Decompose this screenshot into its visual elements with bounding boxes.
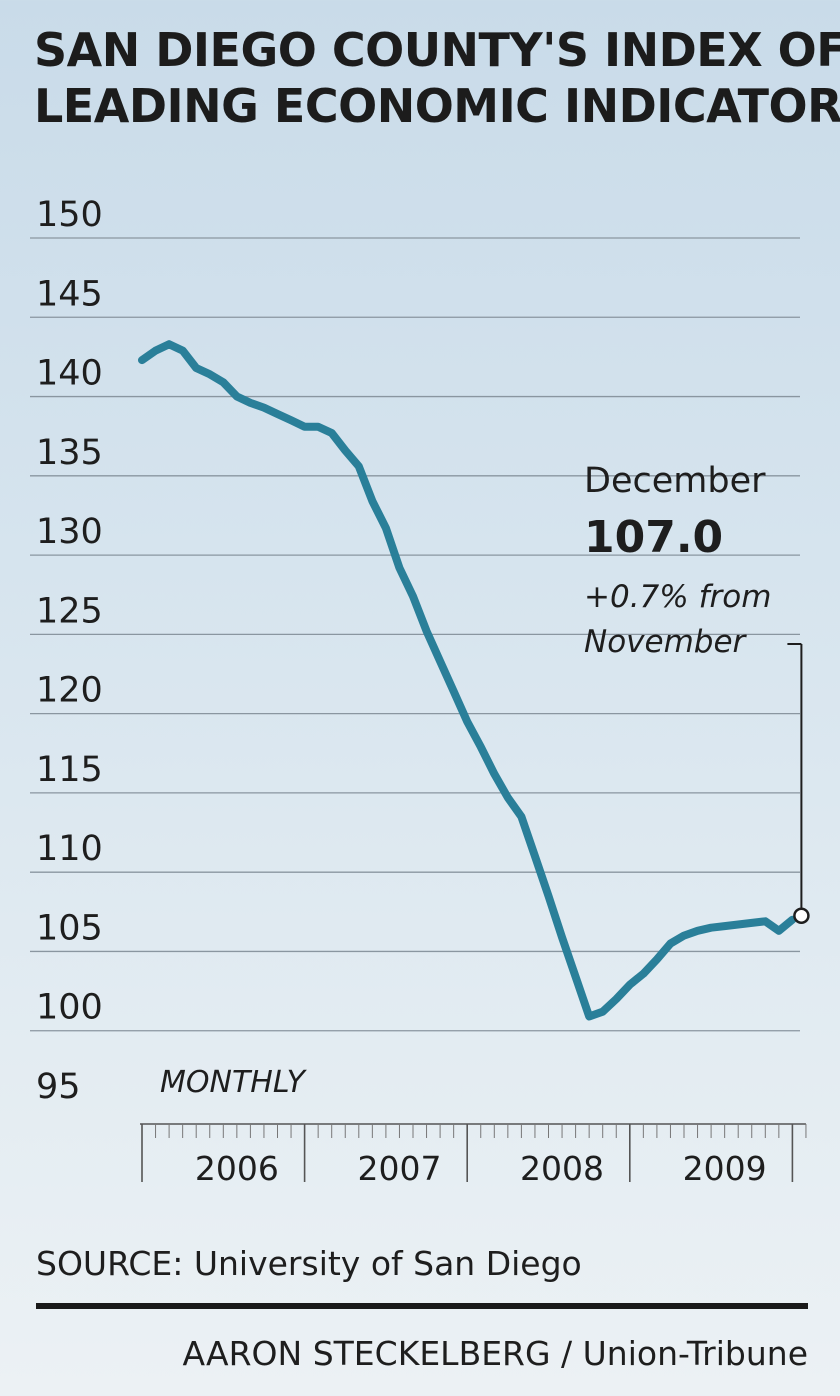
y-tick-label: 110 [36, 829, 103, 869]
x-tick-label: 2006 [195, 1149, 279, 1188]
y-tick-label: 140 [36, 354, 103, 394]
title-line-2: LEADING ECONOMIC INDICATORS [34, 79, 840, 133]
gridlines [30, 237, 800, 1032]
latest-value-marker [793, 907, 810, 924]
y-tick-label: 100 [36, 988, 103, 1028]
y-tick-label: 105 [36, 908, 103, 948]
y-tick-label: 125 [36, 591, 103, 631]
y-axis-labels: 150 145 140 135 130 125 120 115 110 105 100 95 [36, 195, 103, 1107]
y-tick-label: 95 [36, 1067, 81, 1107]
y-tick-label: 135 [36, 433, 103, 473]
source-note: SOURCE: University of San Diego [36, 1244, 582, 1283]
y-tick-label: 150 [36, 195, 103, 235]
annotation-change: +0.7% from [584, 579, 771, 615]
x-tick-label: 2008 [520, 1149, 604, 1188]
line-chart: 150 145 140 135 130 125 120 115 110 105 100 95 MONT… [30, 195, 810, 1188]
annotation-month: December [584, 461, 766, 501]
series-line [138, 340, 797, 1021]
annotation-compare-month: November [584, 624, 748, 660]
x-tick-label: 2009 [683, 1149, 767, 1188]
y-tick-label: 120 [36, 671, 103, 711]
footer-divider [36, 1303, 808, 1309]
byline-credit: AARON STECKELBERG / Union-Tribune [182, 1334, 808, 1373]
x-tick-label: 2007 [357, 1149, 441, 1188]
y-tick-label: 115 [36, 750, 103, 790]
title-line-1: SAN DIEGO COUNTY'S INDEX OF [34, 23, 840, 77]
latest-value-annotation: December 107.0 +0.7% from November [584, 461, 771, 660]
frequency-label: MONTHLY [160, 1065, 308, 1100]
y-tick-label: 145 [36, 274, 103, 314]
chart-title: SAN DIEGO COUNTY'S INDEX OF LEADING ECON… [34, 22, 840, 134]
x-axis: 2006 2007 2008 2009 [140, 1123, 807, 1188]
annotation-value: 107.0 [584, 512, 723, 563]
y-tick-label: 130 [36, 512, 103, 552]
